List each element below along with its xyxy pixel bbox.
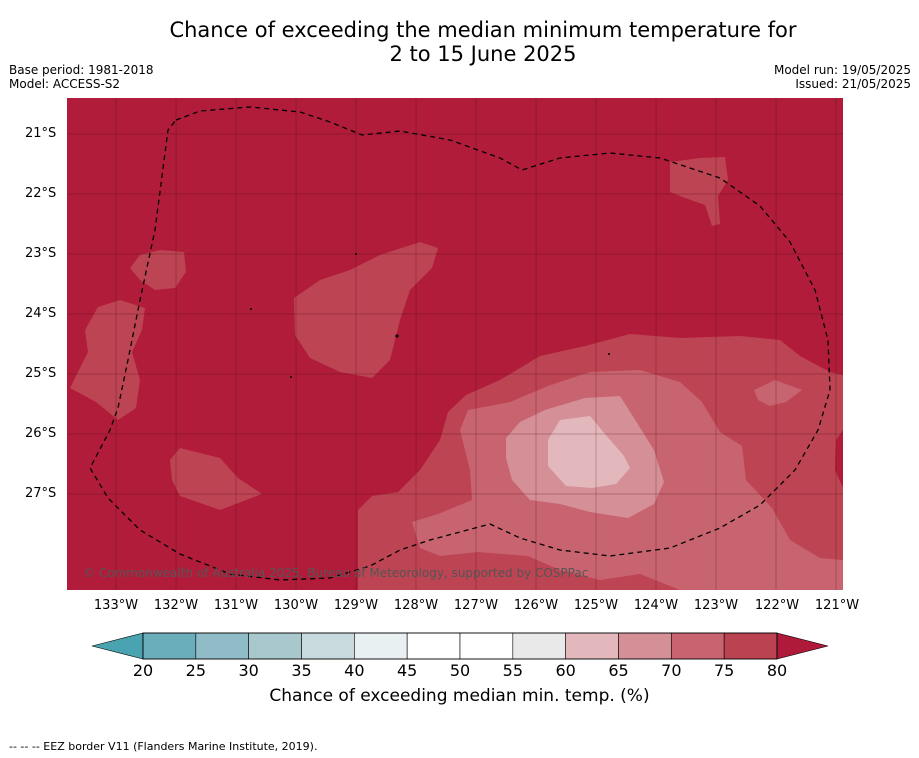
meta-left: Base period: 1981-2018 Model: ACCESS-S2 [9, 63, 154, 91]
colorbar-tick-label: 25 [185, 661, 207, 680]
lat-label-23s: 23°S [25, 246, 57, 261]
colorbar-bin [354, 632, 408, 660]
colorbar-bin [459, 632, 514, 660]
colorbar-bin [565, 632, 619, 660]
region-60-65 [548, 416, 630, 488]
lon-label-127w: 127°W [453, 598, 499, 613]
colorbar-tick-label: 30 [238, 661, 259, 680]
colorbar-tick-label: 70 [661, 661, 682, 680]
colorbar-frame [142, 632, 778, 660]
colorbar-bin [248, 632, 302, 660]
colorbar-bin [406, 632, 461, 660]
colorbar-tick-label: 55 [502, 661, 524, 680]
model-name: Model: ACCESS-S2 [9, 77, 121, 91]
title-line-1: Chance of exceeding the median minimum t… [169, 18, 797, 42]
colorbar-bin [195, 632, 249, 660]
lon-label-124w: 124°W [633, 598, 679, 613]
lon-label-132w: 132°W [153, 598, 199, 613]
colorbar-tick-label: 80 [766, 661, 788, 680]
copyright-notice: © Commonwealth of Australia 2025, Bureau… [83, 566, 589, 580]
colorbar-bin [671, 632, 725, 660]
colorbar-label: Chance of exceeding median min. temp. (%… [269, 686, 650, 706]
lat-label-22s: 22°S [25, 186, 57, 201]
map-title: Chance of exceeding the median minimum t… [0, 18, 919, 66]
grid-lines [67, 98, 843, 590]
colorbar-tick-label: 75 [713, 661, 735, 680]
colorbar-bin [618, 632, 672, 660]
colorbar-over-arrow [776, 632, 829, 660]
lon-label-133w: 133°W [93, 598, 139, 613]
lon-label-126w: 126°W [513, 598, 559, 613]
colorbar-bin [301, 632, 355, 660]
colorbar-bin [512, 632, 566, 660]
lon-label-130w: 130°W [273, 598, 319, 613]
colorbar-tick-label: 60 [555, 661, 576, 680]
colorbar-tick-label: 65 [608, 661, 629, 680]
model-run: Model run: 19/05/2025 [773, 63, 911, 77]
colorbar-tick-label: 35 [291, 661, 312, 680]
colorbar-tick-label: 20 [132, 661, 154, 680]
island-markers [250, 253, 610, 378]
colorbar-tick-label: 45 [396, 661, 418, 680]
colorbar-bin [723, 632, 778, 660]
title-line-2: 2 to 15 June 2025 [389, 42, 577, 66]
issued-date: Issued: 21/05/2025 [795, 77, 911, 91]
lon-label-129w: 129°W [333, 598, 379, 613]
lat-label-24s: 24°S [25, 306, 57, 321]
lon-label-121w: 121°W [814, 598, 860, 613]
lat-label-21s: 21°S [25, 126, 57, 141]
eez-footnote: -- -- -- EEZ border V11 (Flanders Marine… [9, 740, 318, 753]
lon-label-122w: 122°W [754, 598, 800, 613]
lon-label-131w: 131°W [213, 598, 259, 613]
colorbar-under-arrow [91, 632, 144, 660]
colorbar-tick-label: 40 [344, 661, 365, 680]
lat-label-26s: 26°S [25, 426, 57, 441]
base-period: Base period: 1981-2018 [9, 63, 154, 77]
colorbar-bins [142, 632, 778, 660]
lat-label-25s: 25°S [25, 366, 57, 381]
lon-label-128w: 128°W [393, 598, 439, 613]
colorbar [91, 632, 829, 660]
lon-label-125w: 125°W [573, 598, 619, 613]
colorbar-tick-label: 50 [449, 661, 471, 680]
lat-label-27s: 27°S [25, 486, 57, 501]
lon-label-123w: 123°W [693, 598, 739, 613]
eez-border [89, 106, 831, 581]
colorbar-bin [142, 632, 197, 660]
meta-right: Model run: 19/05/2025 Issued: 21/05/2025 [774, 63, 911, 91]
